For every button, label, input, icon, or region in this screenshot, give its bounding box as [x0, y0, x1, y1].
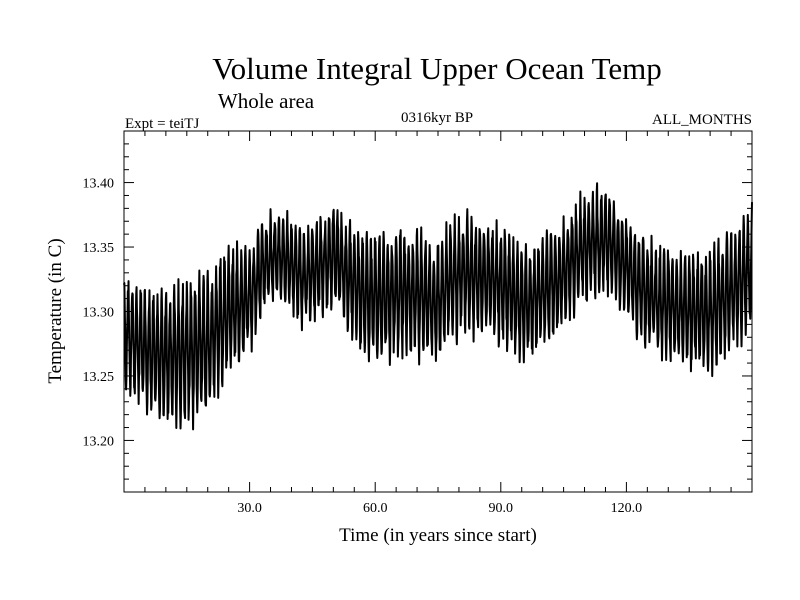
x-tick-label: 30.0 — [237, 501, 262, 516]
period-label: 0316kyr BP — [401, 110, 473, 126]
chart-title: Volume Integral Upper Ocean Temp — [212, 51, 662, 86]
x-tick-label: 120.0 — [611, 501, 643, 516]
y-axis-label: Temperature (in C) — [45, 238, 66, 383]
temperature-series-line — [123, 182, 753, 431]
y-tick-label: 13.40 — [83, 177, 115, 192]
experiment-label: Expt = teiTJ — [125, 116, 199, 132]
x-axis-label: Time (in years since start) — [339, 525, 537, 546]
x-tick-label: 90.0 — [489, 501, 514, 516]
x-tick-label: 60.0 — [363, 501, 388, 516]
y-tick-label: 13.25 — [83, 370, 115, 385]
y-tick-label: 13.35 — [83, 241, 115, 256]
months-label: ALL_MONTHS — [652, 112, 752, 128]
chart-subtitle: Whole area — [218, 89, 315, 113]
y-tick-label: 13.20 — [83, 434, 115, 449]
y-tick-label: 13.30 — [83, 306, 115, 321]
